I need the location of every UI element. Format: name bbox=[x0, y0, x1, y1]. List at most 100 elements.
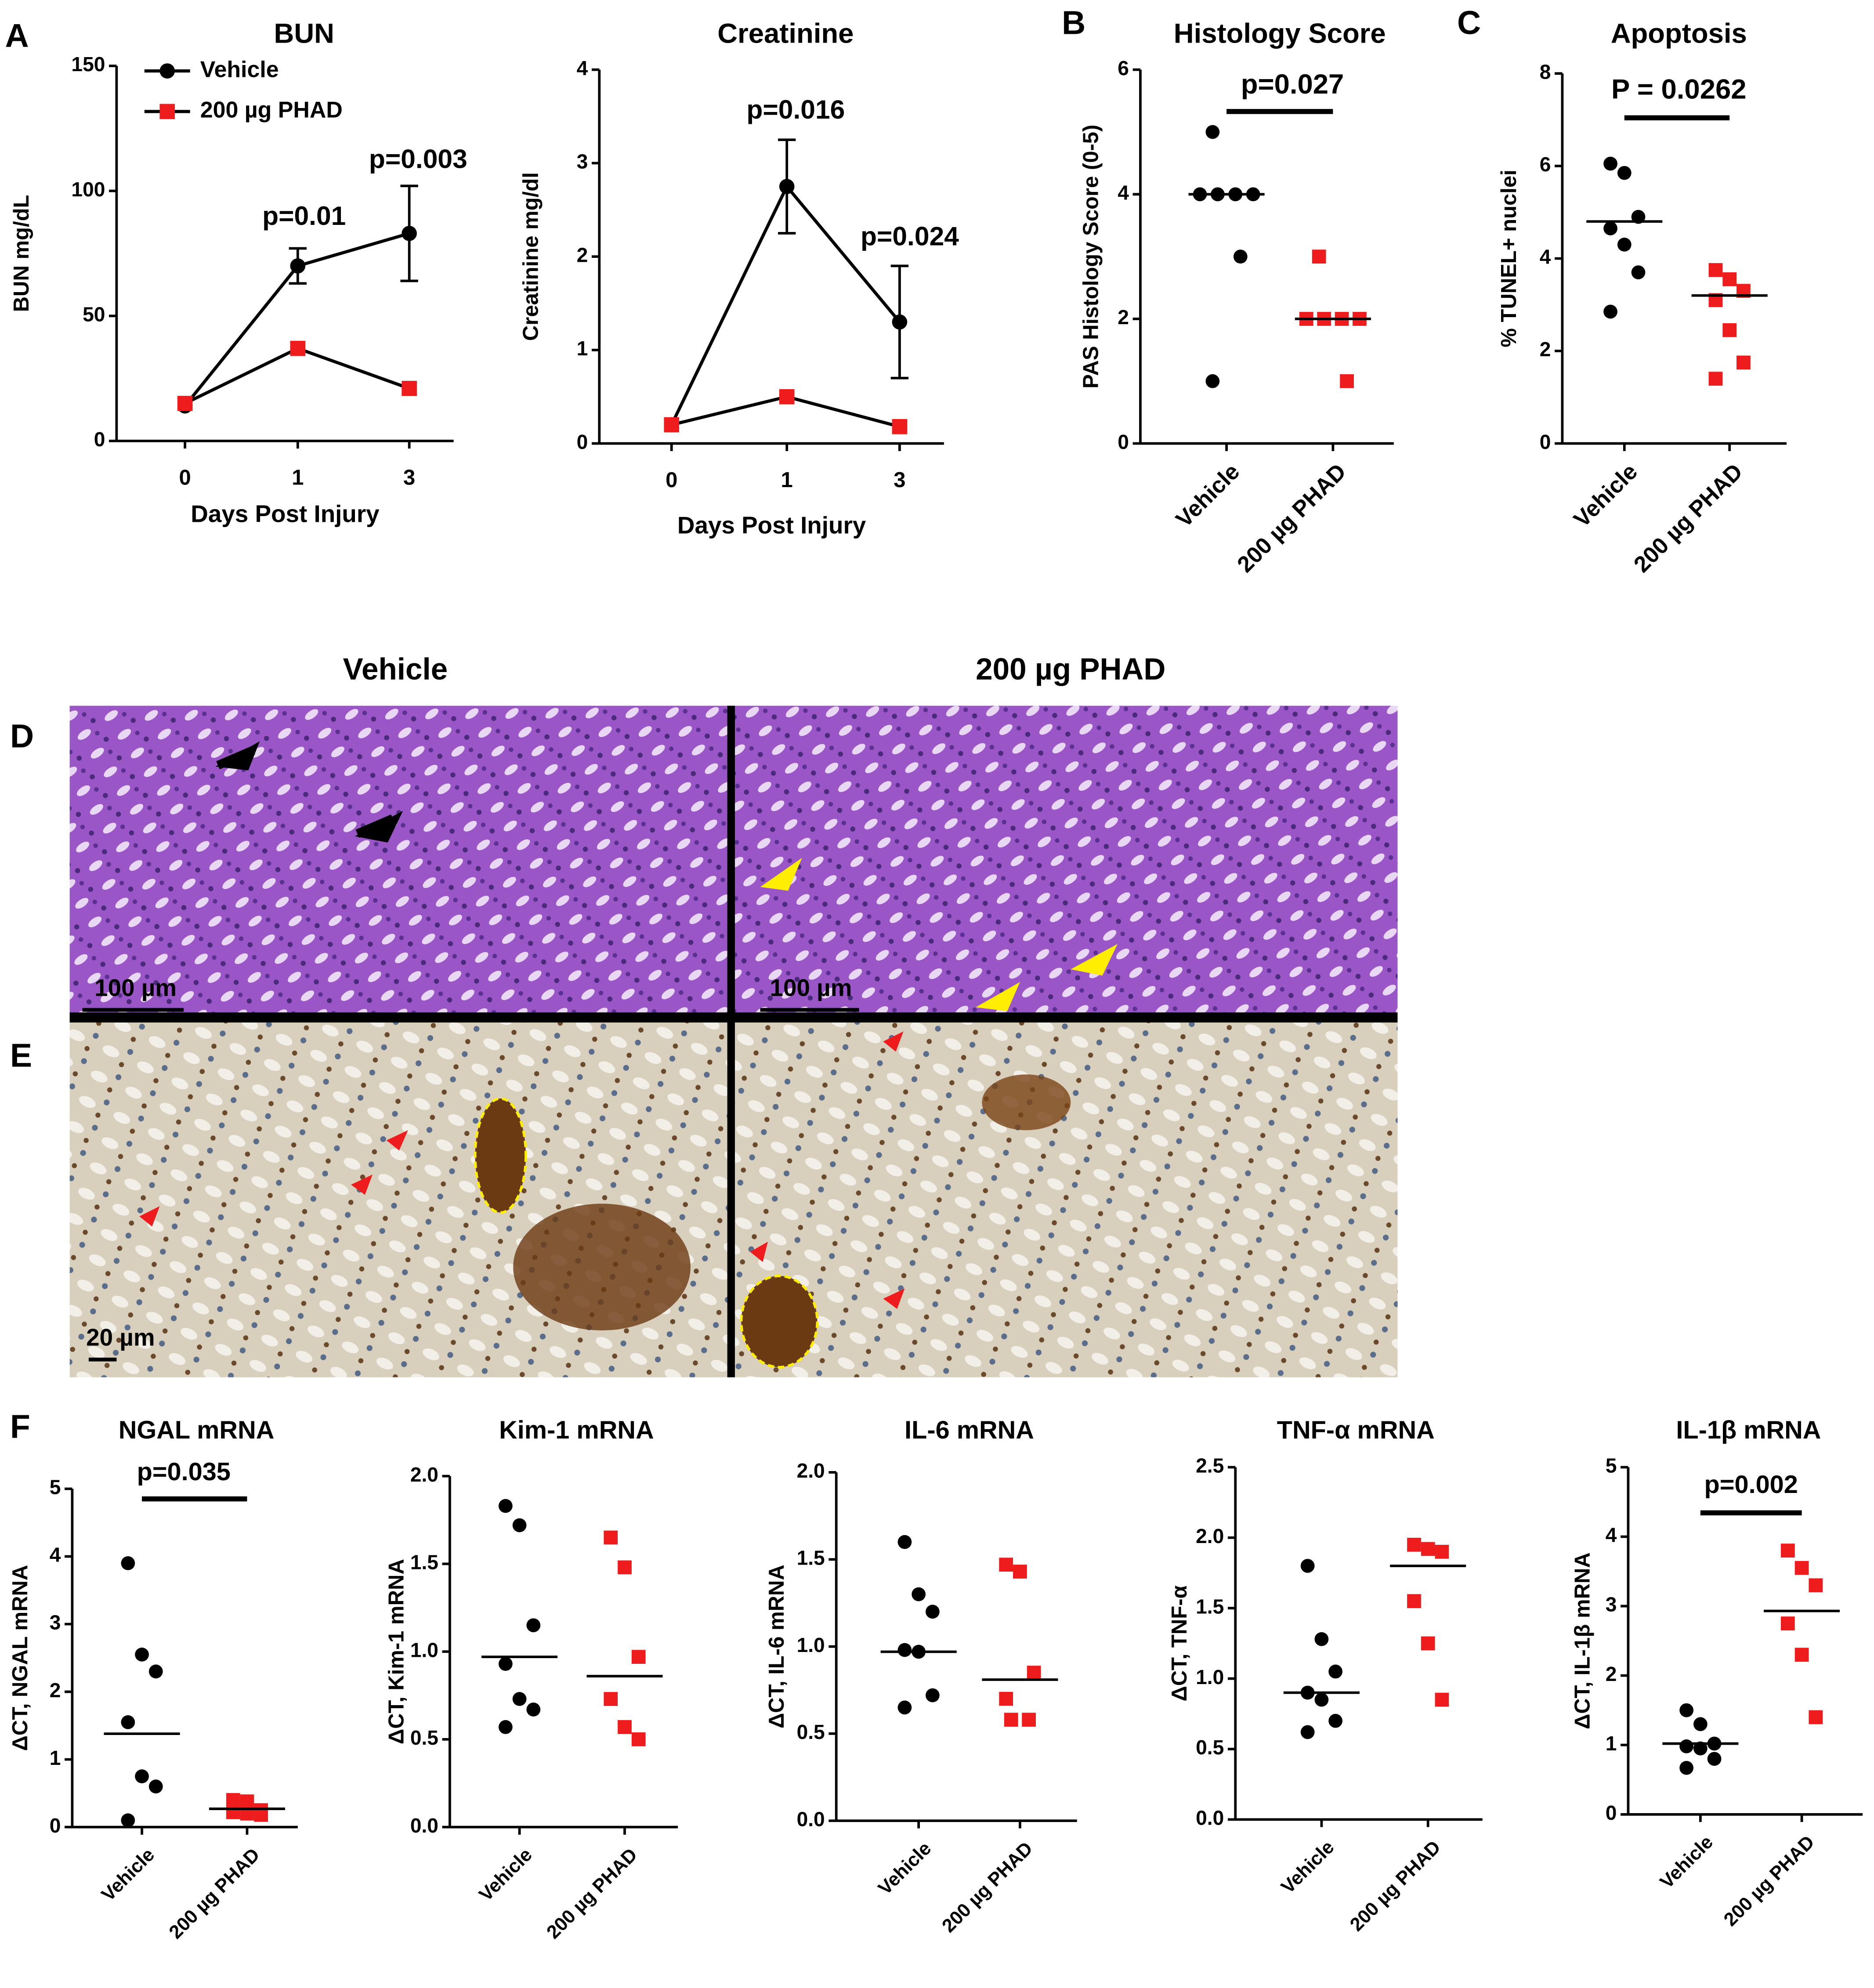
data-point bbox=[1407, 1537, 1421, 1552]
data-point bbox=[604, 1692, 618, 1706]
y-axis-label: Creatinine mg/dl bbox=[519, 172, 543, 341]
y-tick-label: 6 bbox=[1118, 57, 1129, 80]
y-tick-label: 2 bbox=[50, 1679, 61, 1702]
data-point bbox=[512, 1692, 527, 1706]
data-point bbox=[897, 1535, 912, 1549]
y-tick-label: 1.5 bbox=[797, 1546, 825, 1569]
arrow bbox=[355, 814, 395, 838]
y-tick-label: 4 bbox=[50, 1543, 61, 1566]
y-axis-label: % TUNEL+ nuclei bbox=[1497, 170, 1521, 347]
y-axis-label: BUN mg/dL bbox=[10, 195, 33, 312]
y-tick-label: 0 bbox=[1118, 430, 1129, 453]
chart-title: BUN bbox=[274, 18, 334, 49]
data-point bbox=[135, 1647, 149, 1662]
y-tick-label: 0 bbox=[1606, 1801, 1617, 1824]
y-tick-label: 1 bbox=[577, 337, 588, 360]
data-point bbox=[499, 1657, 513, 1671]
chart-title: NGAL mRNA bbox=[119, 1416, 275, 1444]
data-point bbox=[1407, 1594, 1421, 1608]
x-tick-label: 3 bbox=[894, 468, 905, 492]
y-tick-label: 100 bbox=[71, 178, 105, 201]
y-tick-label: 4 bbox=[1118, 181, 1129, 204]
data-point bbox=[779, 179, 795, 194]
y-tick-label: 2.5 bbox=[1196, 1454, 1224, 1477]
y-tick-label: 5 bbox=[50, 1476, 61, 1499]
data-point bbox=[1328, 1713, 1343, 1728]
data-point bbox=[1708, 372, 1723, 386]
chart-title: IL-6 mRNA bbox=[904, 1416, 1034, 1444]
y-axis-label: ΔCT, IL-6 mRNA bbox=[765, 1565, 789, 1728]
y-tick-label: 0 bbox=[577, 430, 588, 453]
annotation: P = 0.0262 bbox=[1611, 74, 1746, 105]
y-tick-label: 0.5 bbox=[1196, 1736, 1224, 1759]
annotation: p=0.027 bbox=[1241, 69, 1344, 100]
x-tick-label: 1 bbox=[292, 466, 304, 489]
y-tick-label: 150 bbox=[71, 53, 105, 76]
data-point bbox=[1435, 1692, 1449, 1707]
y-tick-label: 3 bbox=[50, 1611, 61, 1634]
data-point bbox=[1708, 263, 1723, 277]
data-point bbox=[1027, 1666, 1041, 1680]
panel-label: B bbox=[1062, 4, 1085, 41]
y-tick-label: 2 bbox=[577, 243, 588, 266]
data-point bbox=[1312, 249, 1326, 264]
y-tick-label: 0 bbox=[1540, 430, 1551, 453]
annotation: p=0.035 bbox=[137, 1458, 231, 1486]
y-axis-label: ΔCT, IL-1β mRNA bbox=[1570, 1552, 1594, 1729]
annotation: p=0.003 bbox=[369, 144, 467, 173]
data-point bbox=[1603, 156, 1617, 171]
data-point bbox=[1233, 249, 1248, 264]
data-point bbox=[631, 1732, 646, 1746]
y-tick-label: 1 bbox=[50, 1746, 61, 1769]
y-tick-label: 0.5 bbox=[797, 1721, 825, 1743]
y-tick-label: 4 bbox=[1540, 246, 1551, 268]
data-point bbox=[926, 1688, 940, 1702]
outlined-tubule bbox=[474, 1097, 527, 1214]
data-point bbox=[1679, 1703, 1693, 1717]
pas-image-phad bbox=[731, 705, 1398, 1018]
y-tick-label: 2 bbox=[1606, 1663, 1617, 1685]
image-header: Vehicle bbox=[343, 652, 448, 686]
x-tick-label: 200 µg PHAD bbox=[1346, 1836, 1445, 1935]
scale-label: 20 µm bbox=[86, 1324, 155, 1351]
legend-label: 200 µg PHAD bbox=[200, 98, 343, 123]
chart-title: Histology Score bbox=[1174, 18, 1386, 49]
panel-label: A bbox=[5, 17, 29, 54]
data-point bbox=[121, 1813, 135, 1828]
chart-title: Kim-1 mRNA bbox=[499, 1416, 654, 1444]
x-tick-label: 200 µg PHAD bbox=[543, 1844, 641, 1943]
panel-label: D bbox=[10, 718, 34, 755]
scale-label: 100 µm bbox=[94, 974, 177, 1001]
data-point bbox=[1205, 374, 1220, 388]
annotation: p=0.01 bbox=[262, 201, 346, 231]
data-point bbox=[999, 1692, 1013, 1706]
arrowhead bbox=[139, 1206, 160, 1227]
data-point bbox=[1809, 1578, 1823, 1593]
data-point bbox=[1722, 323, 1737, 337]
arrow bbox=[975, 982, 1020, 1011]
x-tick-label: Vehicle bbox=[1569, 459, 1643, 532]
data-point bbox=[1205, 125, 1220, 139]
pas-image-vehicle bbox=[69, 705, 731, 1018]
chart-title: IL-1β mRNA bbox=[1676, 1416, 1821, 1444]
panel-label: C bbox=[1457, 4, 1481, 41]
y-tick-label: 2 bbox=[1540, 338, 1551, 361]
legend-marker bbox=[159, 104, 175, 119]
x-axis-label: Days Post Injury bbox=[677, 511, 866, 539]
arrowhead bbox=[351, 1175, 373, 1195]
data-point bbox=[1679, 1739, 1693, 1753]
arrowhead bbox=[883, 1031, 904, 1052]
y-tick-label: 1.5 bbox=[410, 1551, 438, 1574]
annotation: p=0.002 bbox=[1704, 1471, 1798, 1499]
data-point bbox=[604, 1530, 618, 1545]
data-point bbox=[1794, 1561, 1809, 1575]
data-point bbox=[254, 1808, 268, 1822]
chart-title: Creatinine bbox=[717, 18, 854, 49]
legend-label: Vehicle bbox=[200, 57, 279, 82]
y-tick-label: 0 bbox=[50, 1814, 61, 1837]
y-tick-label: 1.0 bbox=[797, 1634, 825, 1656]
data-point bbox=[1631, 265, 1646, 279]
data-point bbox=[892, 419, 908, 434]
data-point bbox=[226, 1805, 240, 1819]
